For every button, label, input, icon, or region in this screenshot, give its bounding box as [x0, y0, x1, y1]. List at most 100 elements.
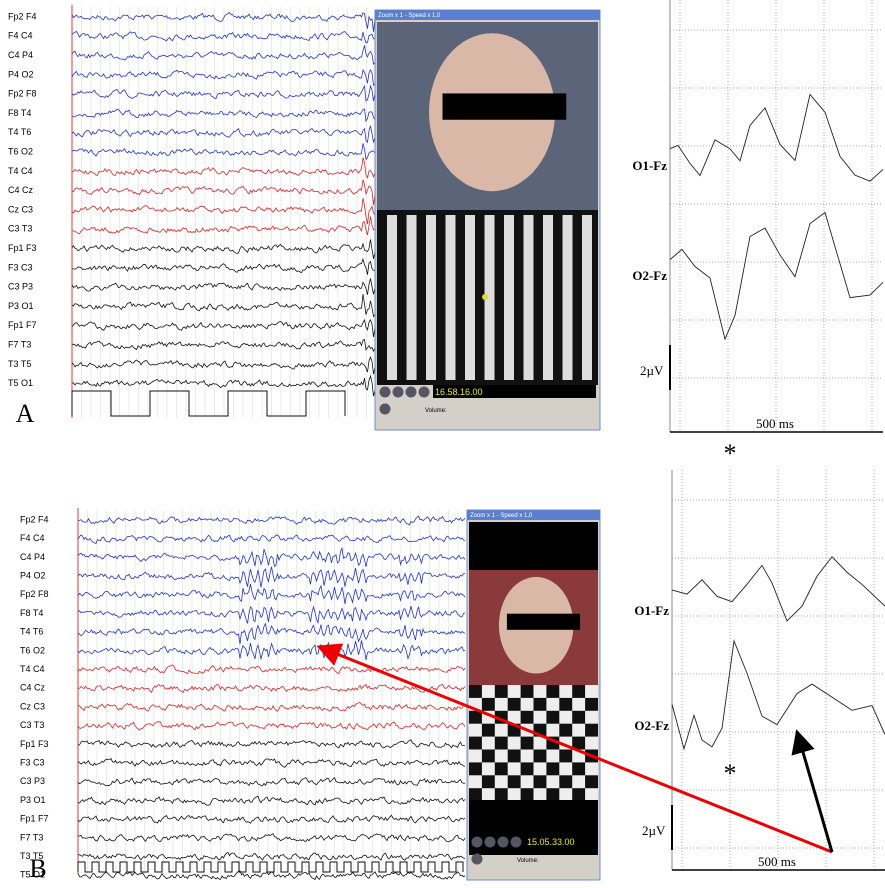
- channel-label: P4 O2: [20, 570, 46, 580]
- check: [533, 710, 547, 724]
- check: [546, 697, 560, 711]
- stripe: [543, 215, 553, 380]
- channel-label: T3 T5: [8, 359, 31, 369]
- vep-trace: [669, 93, 884, 182]
- black-arrow: [791, 729, 834, 853]
- eeg-trace: [71, 68, 376, 87]
- stripe: [582, 215, 592, 380]
- check: [559, 710, 573, 724]
- stripe: [445, 215, 456, 380]
- check: [469, 749, 482, 763]
- channel-label: F8 T4: [20, 608, 43, 618]
- eeg-trace: [71, 294, 376, 318]
- channel-label: Fp2 F8: [20, 589, 49, 599]
- check: [469, 775, 482, 789]
- eeg-trace: [71, 257, 376, 275]
- eeg-trace: [71, 338, 376, 353]
- eeg-trace: [77, 851, 466, 861]
- player-button[interactable]: [471, 836, 483, 848]
- player-button[interactable]: [418, 386, 430, 398]
- vep-trace-label: O1-Fz: [632, 158, 667, 173]
- eeg-trace: [77, 515, 466, 526]
- marker: *: [724, 439, 737, 468]
- channel-label: T3 T5: [20, 851, 43, 861]
- player-button[interactable]: [510, 836, 522, 848]
- channel-label: Cz C3: [20, 701, 45, 711]
- channel-label: T6 O2: [8, 146, 33, 156]
- channel-label: C3 T3: [20, 720, 44, 730]
- player-button[interactable]: [497, 836, 509, 848]
- play-button[interactable]: [471, 853, 483, 865]
- play-button[interactable]: [379, 403, 391, 415]
- channel-label: F3 C3: [8, 262, 33, 272]
- eeg-trace: [77, 584, 466, 605]
- black-area: [469, 522, 598, 570]
- channel-label: Fp2 F8: [8, 89, 37, 99]
- time-code: 15.05.33.00: [527, 837, 575, 847]
- eeg-trace: [77, 683, 466, 694]
- time-code: 16.58.16.00: [435, 387, 483, 397]
- channel-label: T4 C4: [8, 166, 33, 176]
- face-mask: [442, 93, 567, 120]
- check: [533, 736, 547, 750]
- stripe: [504, 215, 514, 380]
- check: [572, 697, 586, 711]
- eeg-trace: [71, 125, 376, 144]
- check: [494, 749, 508, 763]
- check: [494, 775, 508, 789]
- eeg-trace: [71, 45, 376, 66]
- player-button[interactable]: [379, 386, 391, 398]
- vep-trace: [671, 639, 885, 751]
- channel-label: T6 O2: [20, 645, 45, 655]
- eeg-trace: [71, 216, 376, 236]
- check: [559, 685, 573, 698]
- eeg-trace: [71, 318, 376, 337]
- channel-label: P4 O2: [8, 69, 34, 79]
- channel-label: C3 T3: [8, 224, 32, 234]
- channel-label: C4 Cz: [20, 683, 46, 693]
- panel-label: B: [29, 854, 46, 883]
- eeg-trace: [71, 278, 376, 295]
- stripe: [406, 215, 417, 380]
- video-titlebar: [375, 10, 600, 20]
- check: [585, 710, 598, 724]
- channel-label: F8 T4: [8, 108, 31, 118]
- check: [533, 788, 547, 802]
- check: [533, 762, 547, 776]
- check: [481, 736, 495, 750]
- eeg-trace: [71, 157, 376, 179]
- check: [533, 685, 547, 698]
- eeg-trace: [77, 721, 466, 731]
- check: [520, 775, 534, 789]
- eeg-trace: [77, 605, 466, 625]
- check: [585, 762, 598, 776]
- check: [585, 736, 598, 750]
- channel-label: Cz C3: [8, 204, 33, 214]
- check: [481, 788, 495, 802]
- player-button[interactable]: [392, 386, 404, 398]
- check: [481, 762, 495, 776]
- channel-label: Fp2 F4: [20, 514, 49, 524]
- video-title: Zoom x 1 - Speed x 1,0: [378, 13, 441, 19]
- channel-label: F4 C4: [8, 31, 33, 41]
- check: [494, 697, 508, 711]
- eeg-trace: [71, 11, 376, 32]
- channel-label: Fp1 F7: [8, 320, 37, 330]
- eeg-trace: [77, 622, 466, 645]
- time-scale: 500 ms: [756, 416, 794, 431]
- player-button[interactable]: [484, 836, 496, 848]
- eeg-trace: [71, 239, 376, 259]
- stimulus-trace: [71, 390, 346, 417]
- channel-label: C3 P3: [8, 282, 33, 292]
- eeg-trace: [77, 640, 466, 661]
- eeg-trace: [71, 374, 376, 397]
- eeg-trace: [71, 108, 376, 123]
- channel-label: F4 C4: [20, 533, 45, 543]
- channel-label: T4 T6: [8, 127, 31, 137]
- channel-label: F7 T3: [20, 832, 43, 842]
- channel-label: T4 T6: [20, 627, 43, 637]
- vep-trace: [669, 211, 884, 341]
- check: [507, 788, 521, 802]
- player-button[interactable]: [405, 386, 417, 398]
